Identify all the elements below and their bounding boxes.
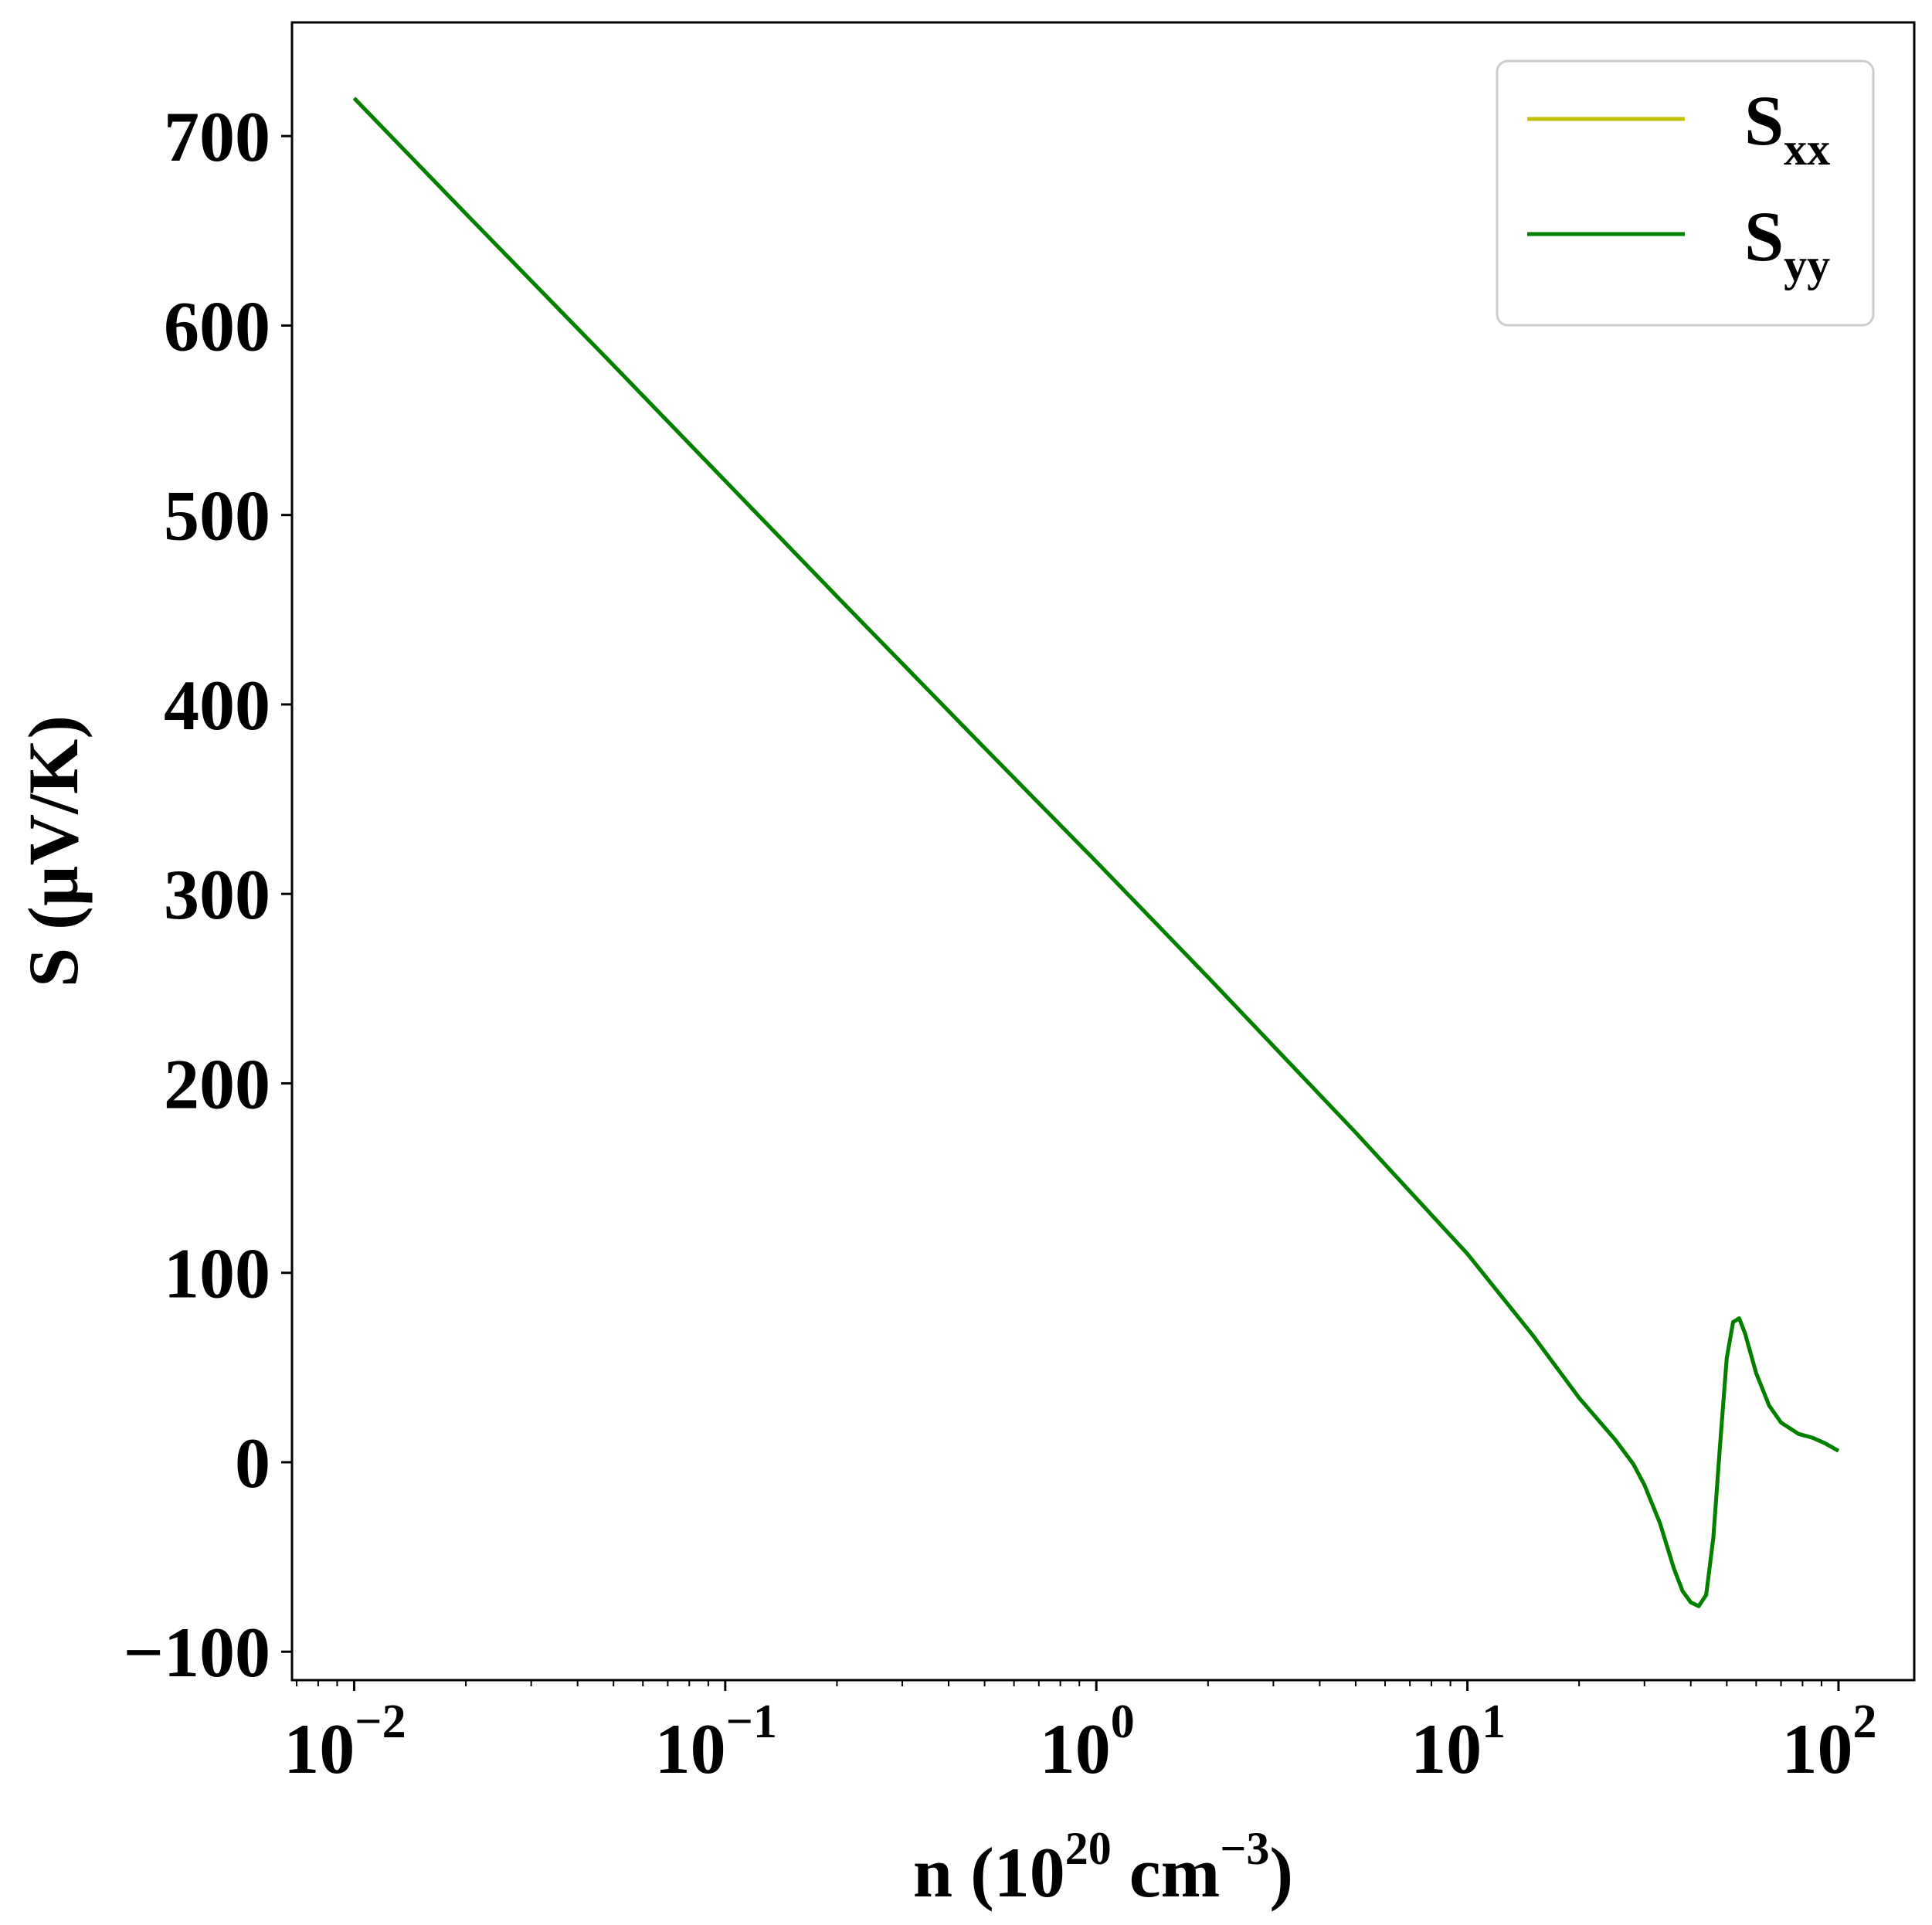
y-tick-label: 100: [164, 1234, 270, 1313]
y-tick-label: −100: [124, 1613, 270, 1692]
legend-sxx-sub: xx: [1784, 124, 1830, 175]
x-tick-label: 10−1: [655, 1696, 777, 1788]
y-tick-label: 300: [164, 855, 270, 934]
y-axis-label: S (µV/K): [14, 715, 93, 987]
x-axis-label: n (1020 cm−3): [913, 1823, 1293, 1912]
y-axis: −100 0 100 200 300 400 500 600 700: [124, 97, 292, 1692]
x-tick-exponent: −2: [355, 1696, 406, 1748]
y-tick-label: 600: [164, 287, 270, 365]
legend-syy-sub: yy: [1784, 239, 1830, 290]
legend: Sxx Syy: [1496, 59, 1875, 327]
x-tick-label: 101: [1411, 1696, 1506, 1788]
y-tick-label: 500: [164, 477, 270, 555]
legend-sxx-label: Sxx: [1744, 81, 1830, 175]
y-tick-label: 0: [235, 1424, 270, 1502]
x-tick-exponent: −1: [726, 1696, 777, 1748]
legend-box: [1496, 59, 1875, 327]
x-tick-base: 10: [655, 1709, 726, 1788]
series-layer: [352, 97, 1840, 1608]
x-axis: 10−2 10−1 100 101 102: [284, 1680, 1876, 1788]
y-tick-label: 700: [164, 97, 270, 176]
x-tick-exponent: 2: [1852, 1696, 1876, 1748]
y-tick-label: 400: [164, 666, 270, 745]
x-axis-label-sup2: −3: [1220, 1823, 1269, 1874]
legend-sxx-main: S: [1744, 81, 1784, 160]
x-tick-base: 10: [1040, 1709, 1111, 1788]
x-tick-label: 100: [1040, 1696, 1135, 1788]
x-axis-label-main: n (10: [913, 1833, 1065, 1912]
y-tick-label: 200: [164, 1044, 270, 1123]
x-tick-base: 10: [284, 1709, 355, 1788]
plot-frame: [290, 21, 1916, 1682]
legend-syy-main: S: [1744, 197, 1784, 276]
series-line-syy: [352, 97, 1840, 1608]
x-tick-label: 10−2: [284, 1696, 406, 1788]
x-axis-label-end: ): [1269, 1833, 1293, 1912]
x-tick-exponent: 1: [1482, 1696, 1506, 1748]
x-tick-base: 10: [1781, 1709, 1852, 1788]
legend-syy-label: Syy: [1744, 197, 1830, 290]
x-tick-exponent: 0: [1111, 1696, 1135, 1748]
x-tick-label: 102: [1781, 1696, 1876, 1788]
x-axis-label-sup1: 20: [1065, 1823, 1112, 1874]
x-axis-label-mid: cm: [1112, 1833, 1220, 1912]
x-tick-base: 10: [1411, 1709, 1482, 1788]
